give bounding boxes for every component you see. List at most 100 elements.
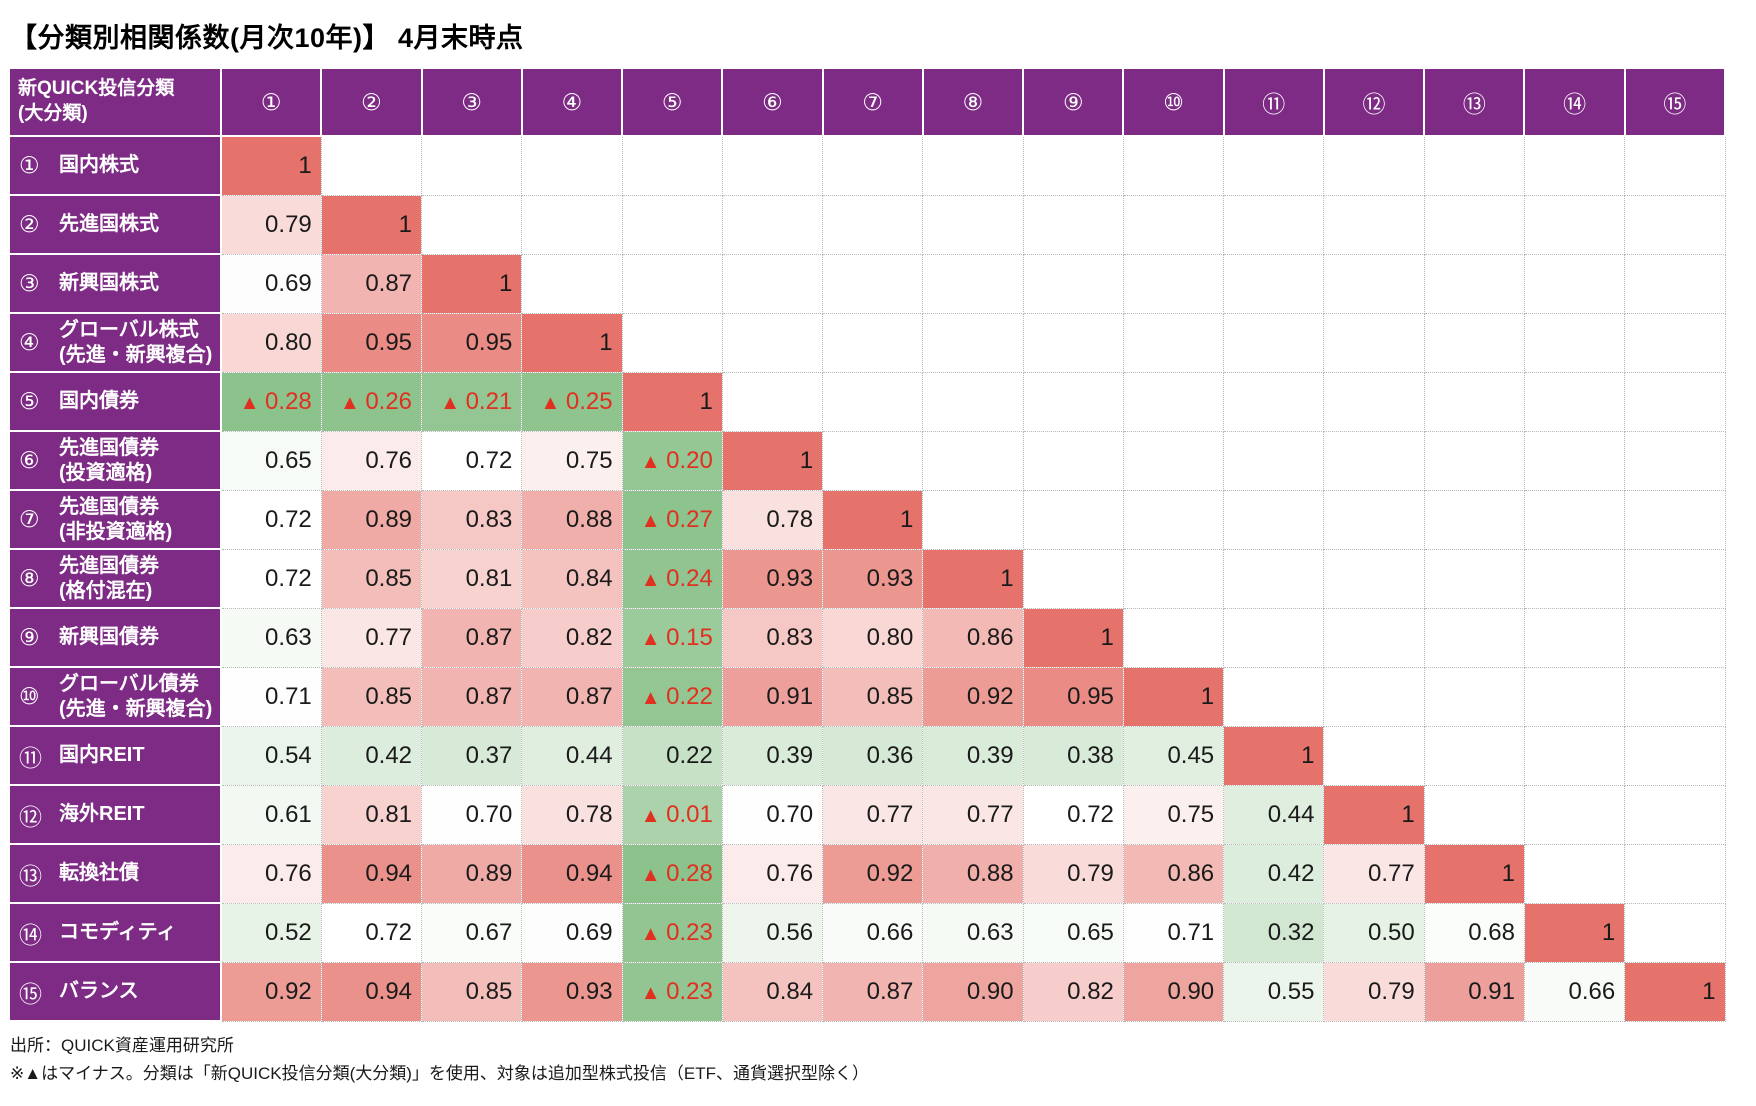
empty-cell	[1122, 548, 1225, 609]
empty-cell	[1423, 548, 1525, 609]
row-header-inner: ④ グローバル株式 (先進・新興複合)	[10, 318, 220, 368]
empty-cell	[1122, 489, 1225, 550]
row-header-inner: ⑤ 国内債券	[10, 388, 220, 415]
row-label-line: グローバル債券	[59, 672, 199, 695]
row-label: グローバル株式 (先進・新興複合)	[59, 318, 212, 368]
correlation-cell: ▲ 0.23	[621, 902, 723, 963]
row-header-inner: ③ 新興国株式	[10, 270, 220, 297]
correlation-cell: 0.63	[922, 902, 1024, 963]
correlation-cell: 0.85	[421, 961, 523, 1022]
row-label: 国内REIT	[59, 743, 145, 768]
row-label-line: 先進国債券	[59, 495, 159, 518]
row-header-inner: ⑭ コモディティ	[10, 916, 220, 950]
correlation-cell: 0.77	[822, 784, 924, 845]
correlation-cell: 0.75	[1122, 784, 1225, 845]
correlation-cell: 0.95	[320, 312, 423, 373]
correlation-cell: 1	[421, 253, 523, 314]
empty-cell	[521, 253, 623, 314]
row-header: ① 国内株式	[8, 135, 222, 196]
empty-cell	[1624, 312, 1726, 373]
empty-cell	[1624, 430, 1726, 491]
empty-cell	[1423, 607, 1525, 668]
empty-cell	[1323, 548, 1425, 609]
empty-cell	[421, 194, 523, 255]
correlation-cell: 0.83	[421, 489, 523, 550]
correlation-cell: 0.68	[1423, 902, 1525, 963]
table-row: ② 先進国株式 0.79 1	[8, 194, 1726, 255]
empty-cell	[621, 135, 723, 196]
empty-cell	[1523, 371, 1626, 432]
column-header: ⑤	[621, 67, 724, 137]
row-number-badge: ⑨	[19, 624, 40, 650]
empty-cell	[1624, 666, 1726, 727]
correlation-cell: 0.39	[721, 725, 824, 786]
correlation-cell: 0.83	[721, 607, 824, 668]
row-number-badge: ③	[19, 270, 40, 296]
correlation-cell: 1	[1423, 843, 1525, 904]
empty-cell	[1323, 666, 1425, 727]
row-header: ③ 新興国株式	[8, 253, 222, 314]
correlation-cell: 0.78	[521, 784, 623, 845]
empty-cell	[1122, 135, 1225, 196]
empty-cell	[922, 371, 1024, 432]
correlation-cell: 0.81	[421, 548, 523, 609]
row-header: ⑫ 海外REIT	[8, 784, 222, 845]
empty-cell	[1223, 548, 1325, 609]
empty-cell	[1323, 253, 1425, 314]
row-label-line: 先進国株式	[59, 213, 159, 235]
empty-cell	[1624, 902, 1726, 963]
table-row: ④ グローバル株式 (先進・新興複合) 0.80 0.95 0.95 1	[8, 312, 1726, 373]
correlation-cell: 0.88	[521, 489, 623, 550]
empty-cell	[521, 194, 623, 255]
correlation-cell: ▲ 0.22	[621, 666, 723, 727]
correlation-cell: 0.92	[220, 961, 322, 1022]
minus-triangle-icon: ▲	[540, 391, 566, 414]
column-header: ⑫	[1322, 67, 1426, 137]
empty-cell	[1423, 489, 1525, 550]
correlation-cell: 1	[320, 194, 423, 255]
empty-cell	[1323, 312, 1425, 373]
table-row: ① 国内株式 1	[8, 135, 1726, 196]
column-header: ⑪	[1222, 67, 1325, 137]
empty-cell	[822, 194, 924, 255]
row-number-badge: ②	[19, 211, 40, 237]
correlation-cell: 1	[1323, 784, 1425, 845]
row-label-line: (非投資適格)	[59, 520, 173, 543]
correlation-cell: 0.94	[320, 843, 423, 904]
correlation-cell: ▲ 0.28	[220, 371, 322, 432]
empty-cell	[1523, 135, 1626, 196]
correlation-cell: 1	[1223, 725, 1325, 786]
correlation-cell: 0.37	[421, 725, 523, 786]
empty-cell	[1022, 135, 1124, 196]
empty-cell	[922, 253, 1024, 314]
correlation-cell: 0.71	[1122, 902, 1225, 963]
column-header: ⑩	[1122, 67, 1225, 137]
correlation-cell: 0.77	[922, 784, 1024, 845]
correlation-cell: 0.72	[320, 902, 423, 963]
row-label: 先進国債券 (投資適格)	[59, 436, 159, 486]
empty-cell	[822, 253, 924, 314]
correlation-cell: 0.81	[320, 784, 423, 845]
empty-cell	[1523, 725, 1626, 786]
row-label-line: 先進国債券	[59, 554, 159, 577]
row-number-badge: ⑭	[19, 921, 42, 948]
correlation-cell: 0.77	[1323, 843, 1425, 904]
minus-triangle-icon: ▲	[640, 450, 667, 473]
column-header: ②	[320, 67, 423, 137]
table-row: ⑫ 海外REIT 0.61 0.81 0.70 0.78 ▲ 0.01 0.70 0.77 0.7…	[8, 784, 1726, 845]
empty-cell	[1523, 666, 1626, 727]
correlation-cell: ▲ 0.24	[621, 548, 723, 609]
correlation-cell: 0.84	[721, 961, 824, 1022]
row-number-badge: ④	[19, 329, 40, 355]
empty-cell	[721, 371, 824, 432]
row-label: 先進国債券 (非投資適格)	[59, 495, 172, 545]
correlation-cell: 0.32	[1223, 902, 1325, 963]
table-row: ⑭ コモディティ 0.52 0.72 0.67 0.69 ▲ 0.23 0.56 0.66 0.6…	[8, 902, 1726, 963]
correlation-cell: 0.70	[421, 784, 523, 845]
table-row: ⑮ バランス 0.92 0.94 0.85 0.93 ▲ 0.23 0.84 0.87 0.90 0…	[8, 961, 1726, 1022]
empty-cell	[1323, 430, 1425, 491]
table-row: ⑨ 新興国債券 0.63 0.77 0.87 0.82 ▲ 0.15 0.83 0.80 0.86…	[8, 607, 1726, 668]
row-header: ⑦ 先進国債券 (非投資適格)	[8, 489, 222, 550]
minus-triangle-icon: ▲	[640, 863, 667, 886]
column-header: ④	[520, 67, 624, 137]
